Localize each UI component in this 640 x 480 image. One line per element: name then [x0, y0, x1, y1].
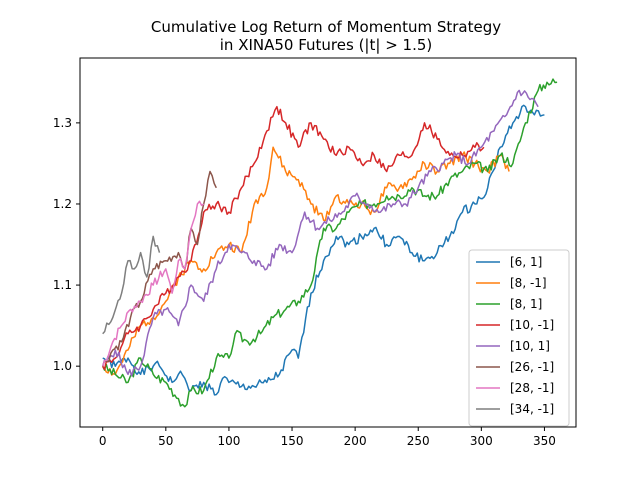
legend: [6, 1] [8, -1] [8, 1] [10, -1] [10, 1] [26, -…	[468, 249, 570, 427]
y-tick-label: 1.0	[53, 359, 72, 373]
x-tick-label: 300	[470, 434, 493, 448]
x-tick-label: 250	[407, 434, 430, 448]
legend-label: [26, -1]	[510, 360, 554, 374]
legend-label: [34, -1]	[510, 402, 554, 416]
series-line-0	[102, 104, 545, 396]
x-axis: 0 50 100 150 200 250 300 350	[99, 427, 556, 448]
legend-label: [6, 1]	[510, 255, 542, 269]
x-tick-label: 0	[99, 434, 107, 448]
series-line-5	[101, 170, 217, 367]
series-line-4	[101, 89, 539, 377]
y-axis: 1.0 1.1 1.2 1.3	[53, 116, 80, 373]
x-tick-label: 100	[217, 434, 240, 448]
x-tick-label: 200	[344, 434, 367, 448]
legend-label: [8, 1]	[510, 297, 542, 311]
chart-title-line-2: in XINA50 Futures (|t| > 1.5)	[220, 36, 432, 54]
y-tick-label: 1.1	[53, 278, 72, 292]
legend-label: [10, 1]	[510, 339, 550, 353]
series-line-7	[102, 235, 161, 335]
series-line-6	[101, 200, 205, 367]
legend-label: [10, -1]	[510, 318, 554, 332]
series-line-3	[102, 105, 485, 371]
plot-frame	[79, 57, 577, 428]
chart-title-line-1: Cumulative Log Return of Momentum Strate…	[151, 18, 501, 36]
series-layer	[101, 78, 558, 408]
y-tick-label: 1.2	[53, 197, 72, 211]
legend-label: [8, -1]	[510, 276, 547, 290]
x-tick-label: 350	[533, 434, 556, 448]
x-tick-label: 50	[158, 434, 173, 448]
legend-box	[468, 249, 570, 427]
x-tick-label: 150	[281, 434, 304, 448]
series-line-2	[102, 78, 558, 408]
y-tick-label: 1.3	[53, 116, 72, 130]
legend-label: [28, -1]	[510, 381, 554, 395]
